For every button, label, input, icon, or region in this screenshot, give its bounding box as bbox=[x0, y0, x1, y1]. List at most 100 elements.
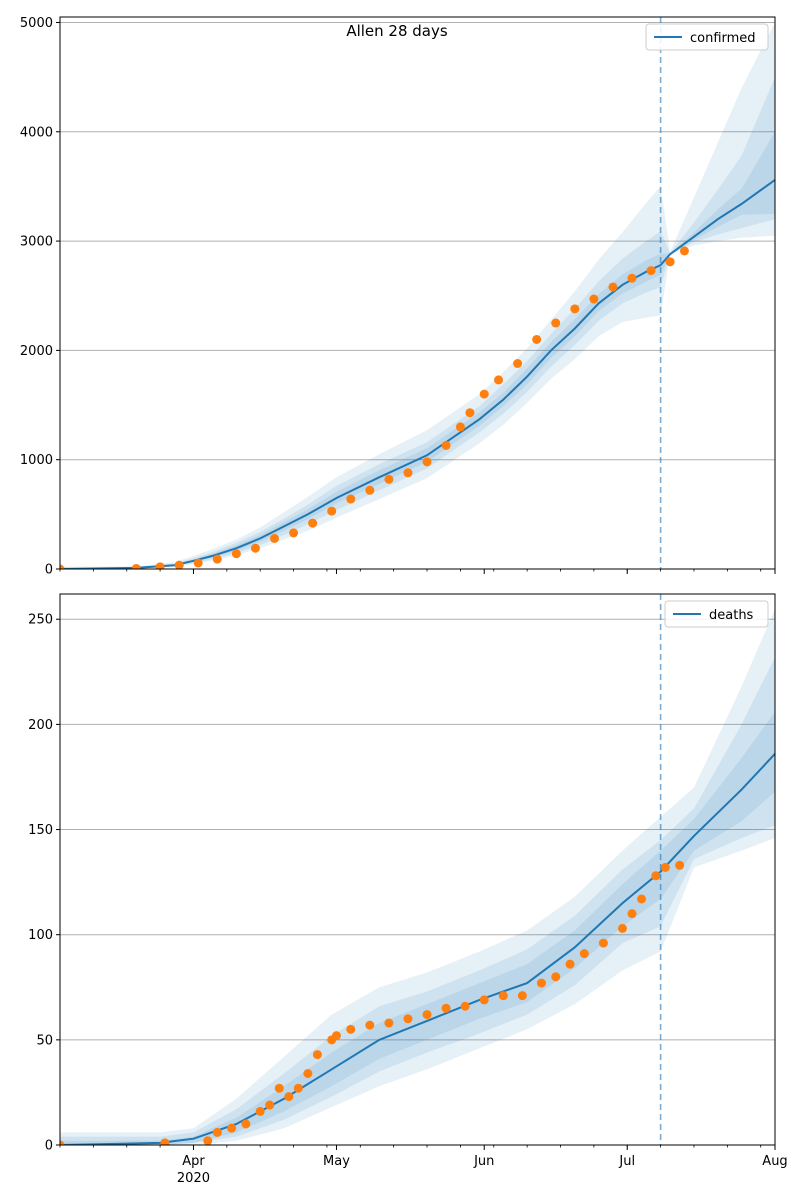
y-tick-label: 50 bbox=[36, 1033, 53, 1048]
observed-point bbox=[646, 266, 656, 276]
observed-point bbox=[365, 485, 375, 495]
legend-label: confirmed bbox=[690, 31, 756, 46]
observed-point bbox=[346, 1024, 356, 1034]
x-tick-label: May bbox=[323, 1154, 350, 1169]
legend-label: deaths bbox=[709, 608, 754, 623]
observed-point bbox=[617, 923, 627, 933]
observed-point bbox=[627, 273, 637, 283]
observed-point bbox=[289, 528, 299, 538]
observed-point bbox=[265, 1100, 275, 1110]
observed-point bbox=[327, 506, 337, 516]
chart-title: Allen 28 days bbox=[346, 22, 448, 40]
legend-box bbox=[664, 600, 769, 628]
observed-point bbox=[250, 543, 260, 553]
observed-point bbox=[212, 554, 222, 564]
observed-point bbox=[365, 1020, 375, 1030]
y-tick-label: 150 bbox=[28, 823, 53, 838]
y-tick-label: 100 bbox=[28, 928, 53, 943]
x-tick-label: Aug bbox=[762, 1154, 787, 1169]
x-tick-label: Jun bbox=[473, 1154, 494, 1169]
observed-point bbox=[155, 562, 165, 569]
observed-point bbox=[460, 1001, 470, 1011]
observed-point bbox=[174, 560, 184, 569]
observed-point bbox=[579, 949, 589, 959]
observed-point bbox=[494, 375, 504, 385]
observed-point bbox=[346, 494, 356, 504]
observed-point bbox=[479, 389, 489, 399]
observed-point bbox=[637, 894, 647, 904]
band-outer bbox=[60, 608, 775, 1145]
observed-point bbox=[551, 972, 561, 982]
observed-point bbox=[60, 1140, 65, 1145]
y-tick-label: 4000 bbox=[20, 125, 53, 140]
observed-point bbox=[212, 1127, 222, 1137]
observed-point bbox=[465, 408, 475, 418]
observed-point bbox=[231, 549, 241, 559]
band-outer bbox=[60, 22, 775, 569]
y-tick-label: 250 bbox=[28, 613, 53, 628]
plot-frame bbox=[59, 16, 776, 570]
observed-point bbox=[570, 304, 580, 314]
observed-point bbox=[131, 563, 141, 569]
observed-point bbox=[589, 294, 599, 304]
observed-point bbox=[241, 1119, 251, 1129]
model-line bbox=[60, 179, 775, 569]
deaths-panel: 0 50 100 150 200 250 Apr May Jun Jul Aug 2020 deaths bbox=[28, 593, 788, 1186]
observed-point bbox=[312, 1050, 322, 1060]
observed-point bbox=[608, 282, 618, 292]
observed-point bbox=[284, 1092, 294, 1102]
observed-point bbox=[513, 359, 523, 369]
observed-point bbox=[675, 860, 685, 870]
observed-point bbox=[193, 558, 203, 568]
observed-point bbox=[517, 991, 527, 1001]
observed-point bbox=[422, 457, 432, 467]
plot-area bbox=[60, 608, 775, 1145]
legend-box bbox=[645, 23, 769, 51]
observed-point bbox=[160, 1138, 170, 1145]
observed-point bbox=[331, 1031, 341, 1041]
observed-point bbox=[303, 1068, 313, 1078]
y-tick-label: 2000 bbox=[20, 344, 53, 359]
observed-point bbox=[660, 862, 670, 872]
observed-point bbox=[498, 991, 508, 1001]
x-tick-label: Jul bbox=[618, 1154, 635, 1169]
observed-point bbox=[627, 909, 637, 919]
observed-point bbox=[598, 938, 608, 948]
y-tick-label: 5000 bbox=[20, 16, 53, 31]
observed-point bbox=[255, 1106, 265, 1116]
observed-point bbox=[274, 1083, 284, 1093]
observed-point bbox=[551, 318, 561, 328]
observed-point bbox=[441, 1003, 451, 1013]
observed-point bbox=[422, 1010, 432, 1020]
observed-point bbox=[227, 1123, 237, 1133]
observed-point bbox=[679, 246, 689, 256]
observed-point bbox=[479, 995, 489, 1005]
observed-point bbox=[308, 518, 318, 528]
plot-area bbox=[60, 22, 775, 569]
plot-frame bbox=[59, 593, 776, 1146]
band-middle bbox=[60, 657, 775, 1145]
observed-point bbox=[665, 257, 675, 267]
observed-point bbox=[384, 1018, 394, 1028]
observed-point bbox=[60, 564, 65, 569]
y-tick-label: 0 bbox=[45, 1139, 53, 1154]
y-tick-label: 1000 bbox=[20, 453, 53, 468]
observed-point bbox=[565, 959, 575, 969]
y-tick-label: 0 bbox=[45, 563, 53, 578]
observed-point bbox=[441, 440, 451, 450]
observed-point bbox=[403, 468, 413, 478]
y-tick-label: 200 bbox=[28, 718, 53, 733]
band-middle bbox=[60, 77, 775, 569]
confirmed-panel: 0 1000 2000 3000 4000 5000 confirmed bbox=[20, 16, 776, 578]
observed-point bbox=[536, 978, 546, 988]
observed-point bbox=[203, 1136, 213, 1145]
x-year-label: 2020 bbox=[177, 1171, 210, 1186]
observed-point bbox=[403, 1014, 413, 1024]
x-tick-label: Apr bbox=[182, 1154, 205, 1169]
y-tick-label: 3000 bbox=[20, 235, 53, 250]
observed-point bbox=[384, 474, 394, 484]
observed-point bbox=[270, 533, 279, 543]
observed-point bbox=[455, 422, 465, 432]
observed-point bbox=[651, 871, 661, 881]
